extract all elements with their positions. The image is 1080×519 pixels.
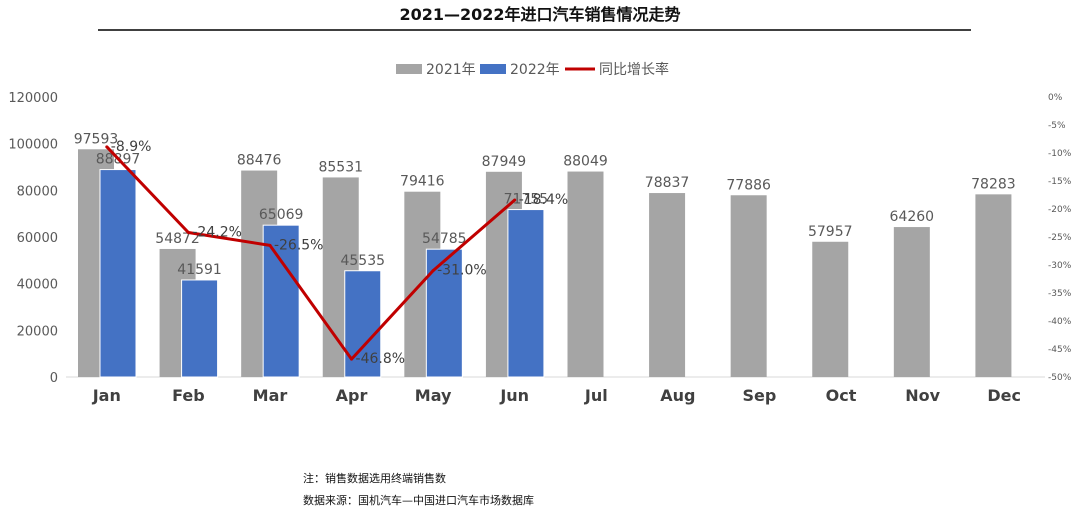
bar-2021-aug [649,193,686,377]
right-tick-0: 0% [1048,93,1063,103]
right-tick-9: -45% [1048,345,1072,355]
right-tick-2: -10% [1048,149,1072,159]
category-label-may: May [415,386,452,405]
left-tick-1: 20000 [17,324,58,339]
growth-point-may [431,269,435,273]
growth-label-mar: -26.5% [274,237,324,253]
growth-point-jun [513,198,517,202]
left-tick-3: 60000 [17,231,58,246]
right-tick-4: -20% [1048,205,1072,215]
category-label-jun: Jun [499,386,529,405]
growth-rate-line [105,145,516,361]
note-line-2: 数据来源：国机汽车—中国进口汽车市场数据库 [303,494,534,507]
right-tick-7: -35% [1048,289,1072,299]
growth-point-apr [350,357,354,361]
bar-label-2021-jun: 87949 [482,154,527,170]
bar-label-2021-nov: 64260 [890,209,935,225]
right-tick-1: -5% [1048,121,1066,131]
note-line-1: 注：销售数据选用终端销售数 [303,472,446,485]
legend-swatch-2022 [480,64,506,74]
chart-title: 2021—2022年进口汽车销售情况走势 [399,5,680,24]
left-tick-2: 40000 [17,278,58,293]
bar-label-2021-jan: 97593 [74,131,119,147]
growth-label-feb: -24.2% [192,225,242,241]
bar-label-2021-apr: 85531 [318,159,363,175]
right-tick-8: -40% [1048,317,1072,327]
bar-label-2022-jun: 71755 [504,192,549,208]
bar-2021-jul [567,171,604,377]
bar-label-2022-may: 54785 [422,231,467,247]
legend-label-2022: 2022年 [510,62,560,78]
bar-label-2022-mar: 65069 [259,207,304,223]
left-tick-4: 80000 [17,184,58,199]
bar-value-labels: 9759388897548724159188476650698553145535… [74,131,1016,278]
bar-label-2021-mar: 88476 [237,153,282,169]
bar-label-2021-sep: 77886 [726,177,771,193]
left-tick-5: 100000 [8,138,58,153]
category-label-jan: Jan [92,386,121,405]
bar-label-2021-oct: 57957 [808,224,853,240]
category-labels: Jan Feb Mar Apr May Jun Jul Aug Sep Oct Nov Dec [92,386,1021,405]
growth-point-feb [186,231,190,235]
growth-line-layer: -8.9% -24.2% -26.5% -46.8% -31.0% -18.4% [105,139,568,367]
category-label-nov: Nov [905,386,940,405]
legend-swatch-2021 [396,64,422,74]
bar-2022-mar [262,224,300,378]
category-label-feb: Feb [172,386,205,405]
bars [78,149,1012,378]
bar-label-2022-apr: 45535 [340,253,385,269]
bar-2021-sep [730,195,767,377]
legend-label-growth: 同比增长率 [599,61,669,78]
category-label-jul: Jul [584,386,608,405]
left-tick-6: 120000 [8,91,58,106]
growth-point-mar [268,243,272,247]
legend-label-2021: 2021年 [426,62,476,78]
growth-label-apr: -46.8% [356,351,406,367]
right-axis-ticks: 0% -5% -10% -15% -20% -25% -30% -35% -40% -45% -50… [1048,93,1072,383]
category-label-mar: Mar [253,386,288,405]
bar-label-2022-feb: 41591 [177,262,222,278]
right-tick-5: -25% [1048,233,1072,243]
right-tick-6: -30% [1048,261,1072,271]
category-label-aug: Aug [660,386,695,405]
bar-label-2021-may: 79416 [400,174,445,190]
left-axis-ticks: 0 20000 40000 60000 80000 100000 120000 [8,91,58,386]
growth-label-may: -31.0% [437,263,487,279]
bar-2022-feb [181,279,219,378]
bar-2021-nov [893,227,930,377]
bar-label-2021-feb: 54872 [155,231,200,247]
right-tick-3: -15% [1048,177,1072,187]
growth-point-jan [105,145,109,149]
right-tick-10: -50% [1048,373,1072,383]
legend: 2021年 2022年 同比增长率 [396,61,669,78]
category-label-sep: Sep [743,386,777,405]
category-label-dec: Dec [987,386,1021,405]
bar-2022-jan [99,169,137,378]
growth-label-jan: -8.9% [111,139,152,155]
left-tick-0: 0 [50,371,58,386]
bar-2021-dec [975,194,1012,377]
bar-2021-oct [812,241,849,377]
bar-label-2021-jul: 88049 [563,154,608,170]
category-label-apr: Apr [336,386,368,405]
bar-label-2021-dec: 78283 [971,176,1016,192]
bar-2022-jun [507,209,545,378]
bar-label-2021-aug: 78837 [645,175,690,191]
growth-label-jun: -18.4% [519,192,569,208]
category-label-oct: Oct [826,386,857,405]
